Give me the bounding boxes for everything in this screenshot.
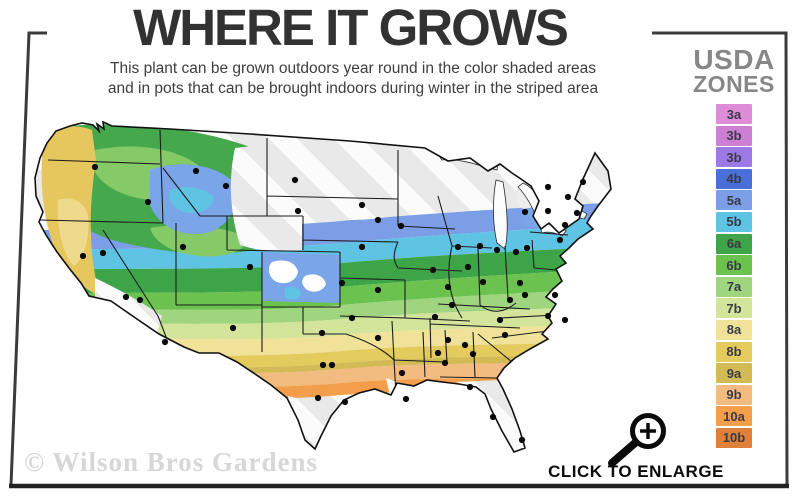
magnifier-plus-icon[interactable] [608, 413, 666, 467]
zone-chip-10a-14: 10a [716, 406, 752, 427]
zone-chip-10b-15: 10b [716, 427, 752, 448]
subtitle: This plant can be grown outdoors year ro… [55, 59, 651, 99]
zone-chip-5b-5: 5b [716, 211, 752, 232]
city-dots [79, 163, 587, 444]
click-to-enlarge-label[interactable]: CLICK TO ENLARGE [548, 462, 724, 481]
zone-chip-8b-11: 8b [716, 341, 752, 362]
zone-chip-3b-1: 3b [716, 125, 752, 146]
zone-chip-3a-0: 3a [716, 104, 752, 124]
subtitle-line-1: This plant can be grown outdoors year ro… [110, 60, 596, 77]
legend-title-usda: USDA [693, 44, 775, 75]
zone-chip-3b-2: 3b [716, 147, 752, 168]
zone-chip-9a-12: 9a [716, 363, 752, 384]
watermark: © Wilson Bros Gardens [24, 447, 318, 477]
usda-zones-legend-title: USDA ZONES [684, 46, 784, 96]
zone-chip-9b-13: 9b [716, 384, 752, 405]
zone-chip-5a-4: 5a [716, 190, 752, 211]
zone-chip-4b-3: 4b [716, 168, 752, 189]
zone-chip-7b-9: 7b [716, 298, 752, 319]
zone-chip-6a-6: 6a [716, 233, 752, 254]
legend-title-zones: ZONES [693, 71, 775, 97]
usda-zone-legend: 3a 3b 3b 4b 5a 5b 6a 6b 7a 7b 8a 8b 9a 9b 10a 10b [703, 104, 765, 450]
zone-chip-6b-7: 6b [716, 255, 752, 276]
zone-chip-7a-8: 7a [716, 276, 752, 297]
us-map-fills [35, 122, 611, 452]
page-title: WHERE IT GROWS [133, 0, 569, 56]
subtitle-line-2: and in pots that can be brought indoors … [107, 80, 599, 97]
frame-border [9, 31, 789, 489]
zone-chip-8a-10: 8a [716, 319, 752, 340]
